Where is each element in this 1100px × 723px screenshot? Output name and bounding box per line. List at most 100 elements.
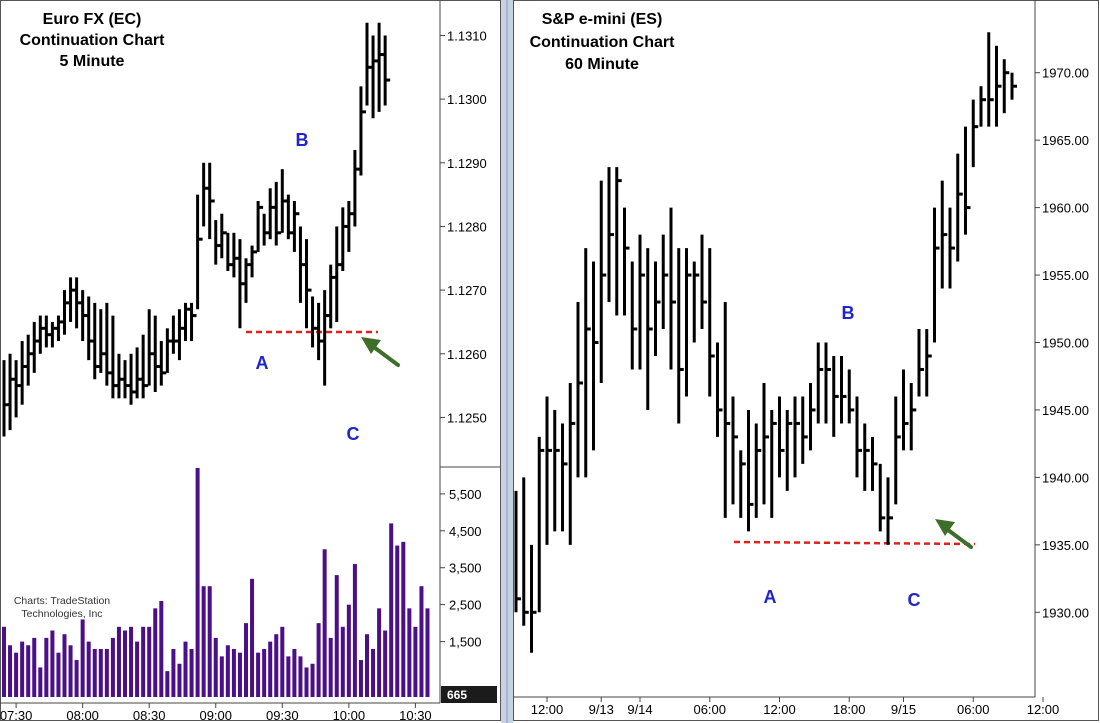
- source-credit: Charts: TradeStation Technologies, Inc: [14, 595, 110, 620]
- left-label-c: C: [347, 424, 360, 444]
- volume-bar: [153, 608, 158, 697]
- price-axis-label: 1955.00: [1042, 268, 1089, 283]
- volume-bar: [310, 663, 315, 697]
- volume-axis-label: 5,500: [449, 487, 482, 502]
- time-axis-label: 08:00: [66, 708, 99, 723]
- volume-bar: [32, 637, 37, 697]
- price-axis-label: 1.1280: [447, 219, 487, 234]
- right-arrow-icon: [935, 519, 973, 549]
- volume-bar: [304, 667, 309, 697]
- volume-bar: [298, 656, 303, 697]
- right-panel-frame: [513, 0, 1099, 721]
- time-axis-label: 09:30: [266, 708, 299, 723]
- volume-bar: [274, 634, 279, 697]
- volume-bar: [365, 634, 369, 697]
- volume-bar: [110, 637, 115, 697]
- price-axis-label: 1940.00: [1042, 470, 1089, 485]
- volume-bar: [74, 660, 79, 697]
- volume-bar: [129, 626, 134, 697]
- volume-bar: [371, 648, 376, 697]
- price-axis-label: 1965.00: [1042, 133, 1089, 148]
- volume-bar: [340, 626, 345, 697]
- time-axis-label: 10:00: [333, 708, 366, 723]
- volume-bar: [195, 468, 200, 697]
- volume-bar: [231, 648, 236, 697]
- volume-bar: [322, 549, 327, 697]
- left-chart-interval: 5 Minute: [60, 53, 125, 70]
- volume-bar: [419, 586, 424, 697]
- volume-bar: [256, 652, 261, 697]
- price-axis-label: 1.1290: [447, 156, 487, 171]
- volume-bar: [280, 626, 285, 697]
- time-axis-label: 18:00: [833, 702, 866, 717]
- price-axis-label: 1930.00: [1042, 605, 1089, 620]
- right-label-c: C: [908, 590, 921, 610]
- volume-bar: [8, 645, 13, 697]
- volume-bar: [104, 648, 109, 697]
- volume-bar: [38, 667, 43, 697]
- volume-bar: [250, 578, 255, 697]
- time-axis-label: 12:00: [531, 702, 564, 717]
- price-axis-label: 1950.00: [1042, 336, 1089, 351]
- volume-bar: [98, 648, 103, 697]
- time-axis-label: 9/15: [891, 702, 916, 717]
- left-volume-bars: [2, 468, 430, 697]
- volume-bar: [20, 641, 25, 697]
- volume-bar: [62, 634, 67, 697]
- volume-bar: [213, 637, 218, 697]
- volume-bar: [2, 626, 6, 697]
- time-axis-label: 12:00: [763, 702, 796, 717]
- volume-bar: [268, 641, 273, 697]
- time-axis-label: 10:30: [399, 708, 432, 723]
- time-axis-label: 06:00: [693, 702, 726, 717]
- price-axis-label: 1.1300: [447, 92, 487, 107]
- volume-axis-label: 1,500: [449, 635, 482, 650]
- right-label-a: A: [764, 587, 777, 607]
- volume-bar: [116, 626, 121, 697]
- volume-bar: [358, 660, 363, 697]
- volume-bar: [328, 637, 333, 697]
- right-price-bars: [514, 32, 1017, 653]
- volume-bar: [401, 541, 406, 697]
- volume-bar: [165, 671, 170, 697]
- time-axis-label: 09:00: [199, 708, 232, 723]
- price-axis-label: 1.1270: [447, 283, 487, 298]
- volume-bar: [135, 641, 140, 697]
- price-axis-label: 1.1310: [447, 28, 487, 43]
- last-volume-badge: [441, 686, 497, 703]
- volume-bar: [407, 608, 412, 697]
- price-axis-label: 1945.00: [1042, 403, 1089, 418]
- volume-bar: [262, 648, 267, 697]
- left-chart-title: Euro FX (EC): [43, 11, 142, 28]
- left-label-a: A: [256, 353, 269, 373]
- volume-bar: [123, 630, 127, 697]
- volume-bar: [50, 630, 55, 697]
- volume-bar: [377, 608, 382, 697]
- left-axes: 1.1310 1.1300 1.1290 1.1280 1.1270 1.1260 1.12…: [0, 28, 487, 723]
- volume-bar: [316, 623, 321, 697]
- volume-bar: [80, 619, 85, 697]
- volume-bar: [68, 645, 73, 697]
- volume-bar: [141, 626, 146, 697]
- volume-bar: [159, 600, 164, 697]
- volume-axis-label: 4,500: [449, 524, 482, 539]
- left-chart-subtitle: Continuation Chart: [20, 32, 166, 49]
- left-label-b: B: [296, 130, 309, 150]
- volume-bar: [14, 652, 19, 697]
- volume-bar: [177, 663, 182, 697]
- volume-bar: [189, 648, 194, 697]
- volume-bar: [413, 626, 418, 697]
- volume-bar: [171, 648, 176, 697]
- price-axis-label: 1.1250: [447, 410, 487, 425]
- volume-axis-label: 3,500: [449, 561, 482, 576]
- volume-bar: [147, 626, 152, 697]
- time-axis-label: 9/13: [589, 702, 614, 717]
- volume-bar: [56, 652, 61, 697]
- volume-bar: [92, 648, 97, 697]
- volume-bar: [352, 564, 357, 697]
- volume-bar: [44, 637, 49, 697]
- right-label-b: B: [842, 303, 855, 323]
- volume-bar: [292, 648, 297, 697]
- volume-bar: [219, 656, 224, 697]
